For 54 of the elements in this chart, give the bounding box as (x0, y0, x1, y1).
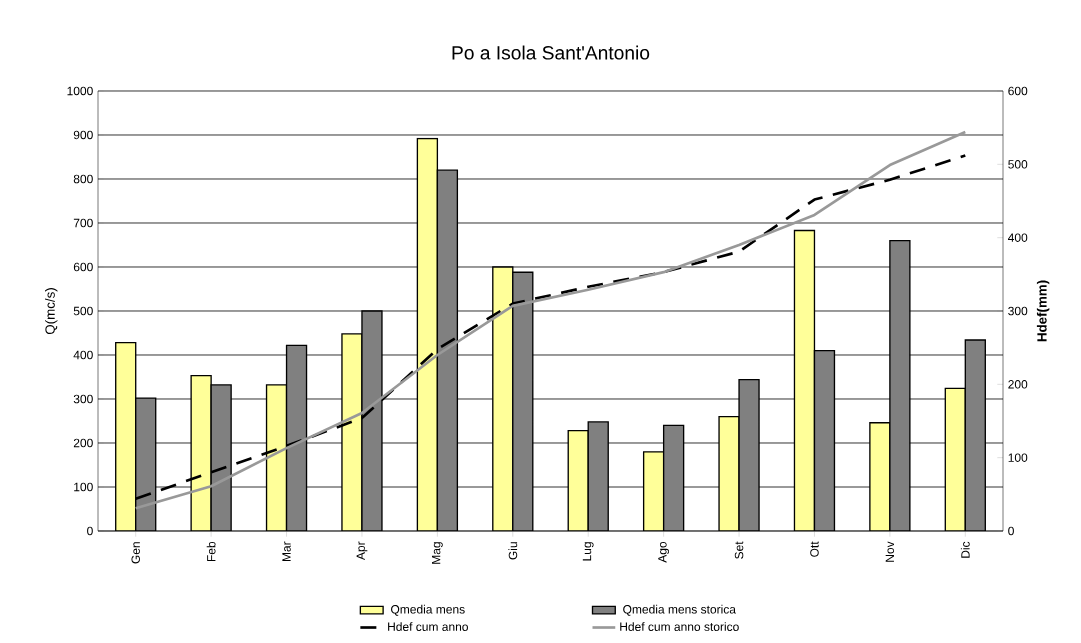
bar (889, 239, 911, 531)
bar (265, 384, 288, 531)
y2-tick-label: 0 (1008, 526, 1014, 536)
y-tick-label: 1000 (67, 86, 93, 96)
bar (587, 421, 609, 531)
y2-tick-label: 200 (1008, 380, 1028, 389)
bar (813, 349, 836, 531)
y-tick-label: 900 (73, 130, 93, 140)
y2-axis-title: Hdef(mm) (1036, 280, 1050, 342)
y-tick-label: 0 (87, 526, 93, 536)
x-tick-label: Dic (960, 541, 970, 558)
y2-tick-label: 400 (1008, 233, 1028, 242)
bar (642, 451, 665, 531)
bar (512, 271, 534, 531)
bar (662, 424, 685, 531)
x-tick-label: Nov (885, 541, 895, 562)
y-tick-label: 100 (74, 482, 93, 492)
x-tick-label: Ago (658, 541, 669, 563)
y-tick-label: 800 (73, 174, 93, 184)
x-tick-label: Gen (131, 542, 140, 564)
y2-tick-label: 300 (1008, 306, 1028, 316)
chart-title: Po a Isola Sant'Antonio (452, 45, 650, 60)
y-tick-label: 300 (73, 394, 93, 404)
bar (567, 430, 589, 531)
y-tick-label: 700 (73, 218, 93, 228)
y-tick-label: 200 (73, 438, 93, 448)
bar (793, 229, 816, 531)
bar (416, 137, 439, 531)
legend-label: Qmedia mens (391, 604, 465, 616)
bar (964, 339, 986, 531)
x-tick-label: Feb (206, 541, 216, 562)
y-axis-title: Q(mc/s) (45, 288, 58, 335)
bar (944, 387, 966, 531)
x-tick-label: Mar (282, 541, 291, 562)
legend-label: Hdef cum anno storico (620, 622, 739, 631)
x-tick-label: Giu (508, 542, 518, 560)
x-tick-label: Apr (356, 541, 368, 561)
y-tick-label: 600 (73, 262, 93, 272)
y-tick-label: 500 (73, 306, 93, 316)
x-tick-label: Lug (582, 542, 594, 561)
y2-tick-label: 100 (1008, 453, 1028, 462)
x-tick-label: Set (734, 541, 744, 559)
bar (115, 342, 137, 531)
bar (135, 397, 157, 531)
legend-label: Hdef cum anno (388, 622, 468, 631)
bar (285, 344, 308, 531)
y2-tick-label: 600 (1008, 86, 1028, 96)
x-tick-label: Ott (810, 541, 819, 557)
x-tick-label: Mag (432, 542, 443, 564)
y2-tick-label: 500 (1008, 160, 1028, 169)
bar (436, 169, 459, 531)
y-tick-label: 400 (73, 350, 93, 360)
bar (492, 266, 514, 531)
legend-label: Qmedia mens storica (623, 604, 736, 616)
